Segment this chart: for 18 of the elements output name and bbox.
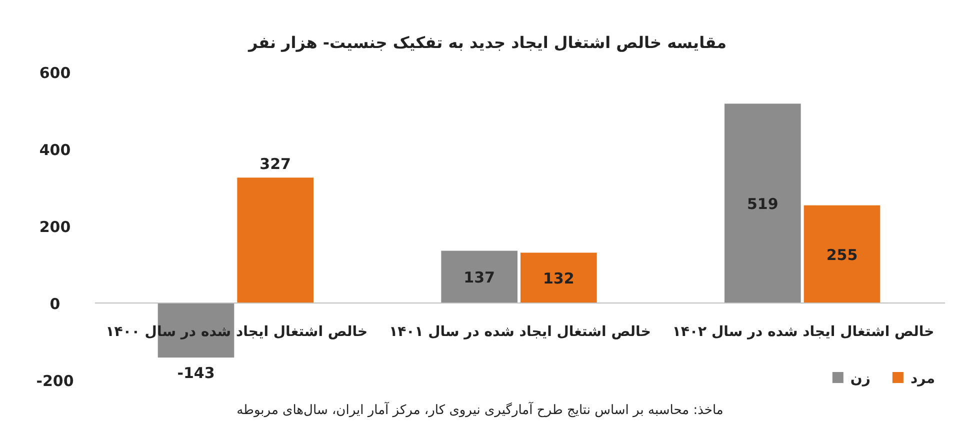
data-label: 327 xyxy=(260,155,291,174)
data-label: 137 xyxy=(464,268,495,287)
x-tick-label: خالص اشتغال ایجاد شده در سال ۱۴۰۲ xyxy=(672,324,934,340)
text: ماخذ: محاسبه بر اساس نتایج طرح آمارگیری نیروی کار، مرکز آمار ایران، سال‌های مربوطه xyxy=(236,401,724,418)
data-label: 132 xyxy=(543,270,574,288)
y-tick-label: -200 xyxy=(36,372,74,390)
data-label: 519 xyxy=(747,195,778,214)
legend-label: مرد xyxy=(910,371,935,387)
y-tick-label: 400 xyxy=(39,141,71,159)
legend-label: زن xyxy=(850,371,870,387)
chart-title: مقایسه خالص اشتغال ایجاد جدید به تفکیک جنسیت- هزار نفر xyxy=(248,33,726,52)
y-tick-label: 200 xyxy=(39,218,71,236)
data-label: -143 xyxy=(177,364,215,382)
y-tick-label: 600 xyxy=(39,64,71,82)
x-tick-label: خالص اشتغال ایجاد شده در سال ۱۴۰۱ xyxy=(389,324,651,340)
data-label: 255 xyxy=(826,246,858,264)
bar xyxy=(236,176,314,304)
y-tick-label: 0 xyxy=(50,295,60,313)
